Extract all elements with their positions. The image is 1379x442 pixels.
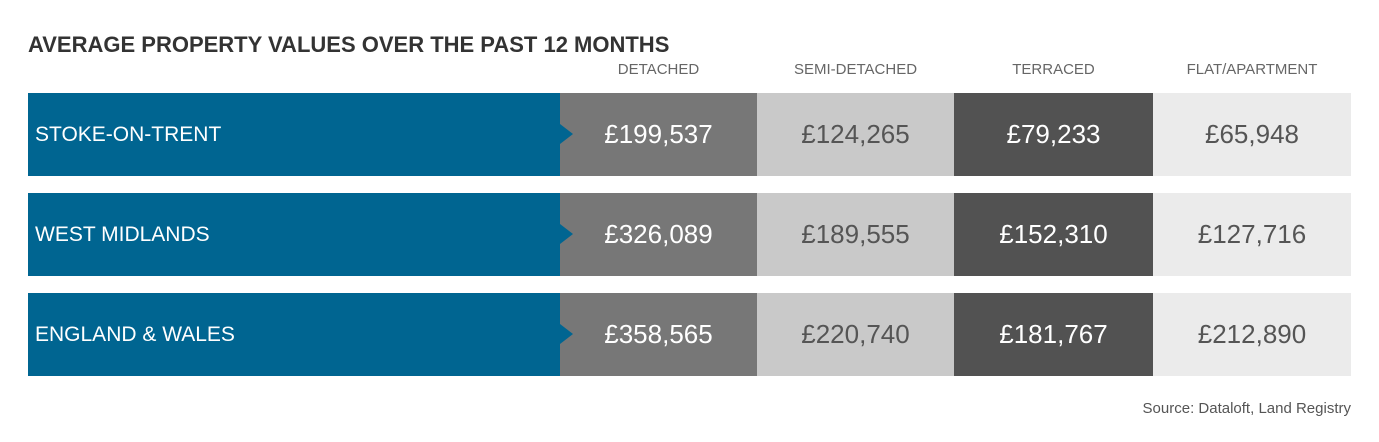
column-header: TERRACED bbox=[1012, 61, 1095, 78]
table-row: ENGLAND & WALES £358,565 £220,740 £181,767 £… bbox=[28, 293, 1351, 376]
value-cell: £199,537 bbox=[560, 93, 757, 176]
column-header: SEMI-DETACHED bbox=[793, 61, 918, 78]
table-row: STOKE-ON-TRENT £199,537 £124,265 £79,233 £65… bbox=[28, 93, 1351, 176]
value-cell: £79,233 bbox=[954, 93, 1153, 176]
value-cell: £220,740 bbox=[757, 293, 954, 376]
value-cell: £152,310 bbox=[954, 193, 1153, 276]
source: Source: Dataloft, Land Registry bbox=[1142, 400, 1351, 417]
title: AVERAGE PROPERTY VALUES OVER THE PAST 12… bbox=[28, 32, 670, 57]
value-cell: £127,716 bbox=[1153, 193, 1351, 276]
value-cell: £124,265 bbox=[757, 93, 954, 176]
value-cell: £65,948 bbox=[1153, 93, 1351, 176]
arrow bbox=[560, 224, 573, 244]
column-header: FLAT/APARTMENT bbox=[1186, 61, 1318, 78]
row-label: WEST MIDLANDS bbox=[28, 193, 560, 276]
arrow bbox=[560, 124, 573, 144]
value-cell: £181,767 bbox=[954, 293, 1153, 376]
row-label: ENGLAND & WALES bbox=[28, 293, 560, 376]
arrow bbox=[560, 324, 573, 344]
value-cell: £189,555 bbox=[757, 193, 954, 276]
value-cell: £326,089 bbox=[560, 193, 757, 276]
value-cell: £358,565 bbox=[560, 293, 757, 376]
value-cell: £212,890 bbox=[1153, 293, 1351, 376]
table-row: WEST MIDLANDS £326,089 £189,555 £152,310 £12… bbox=[28, 193, 1351, 276]
row-label: STOKE-ON-TRENT bbox=[28, 93, 560, 176]
column-header: DETACHED bbox=[617, 61, 700, 78]
